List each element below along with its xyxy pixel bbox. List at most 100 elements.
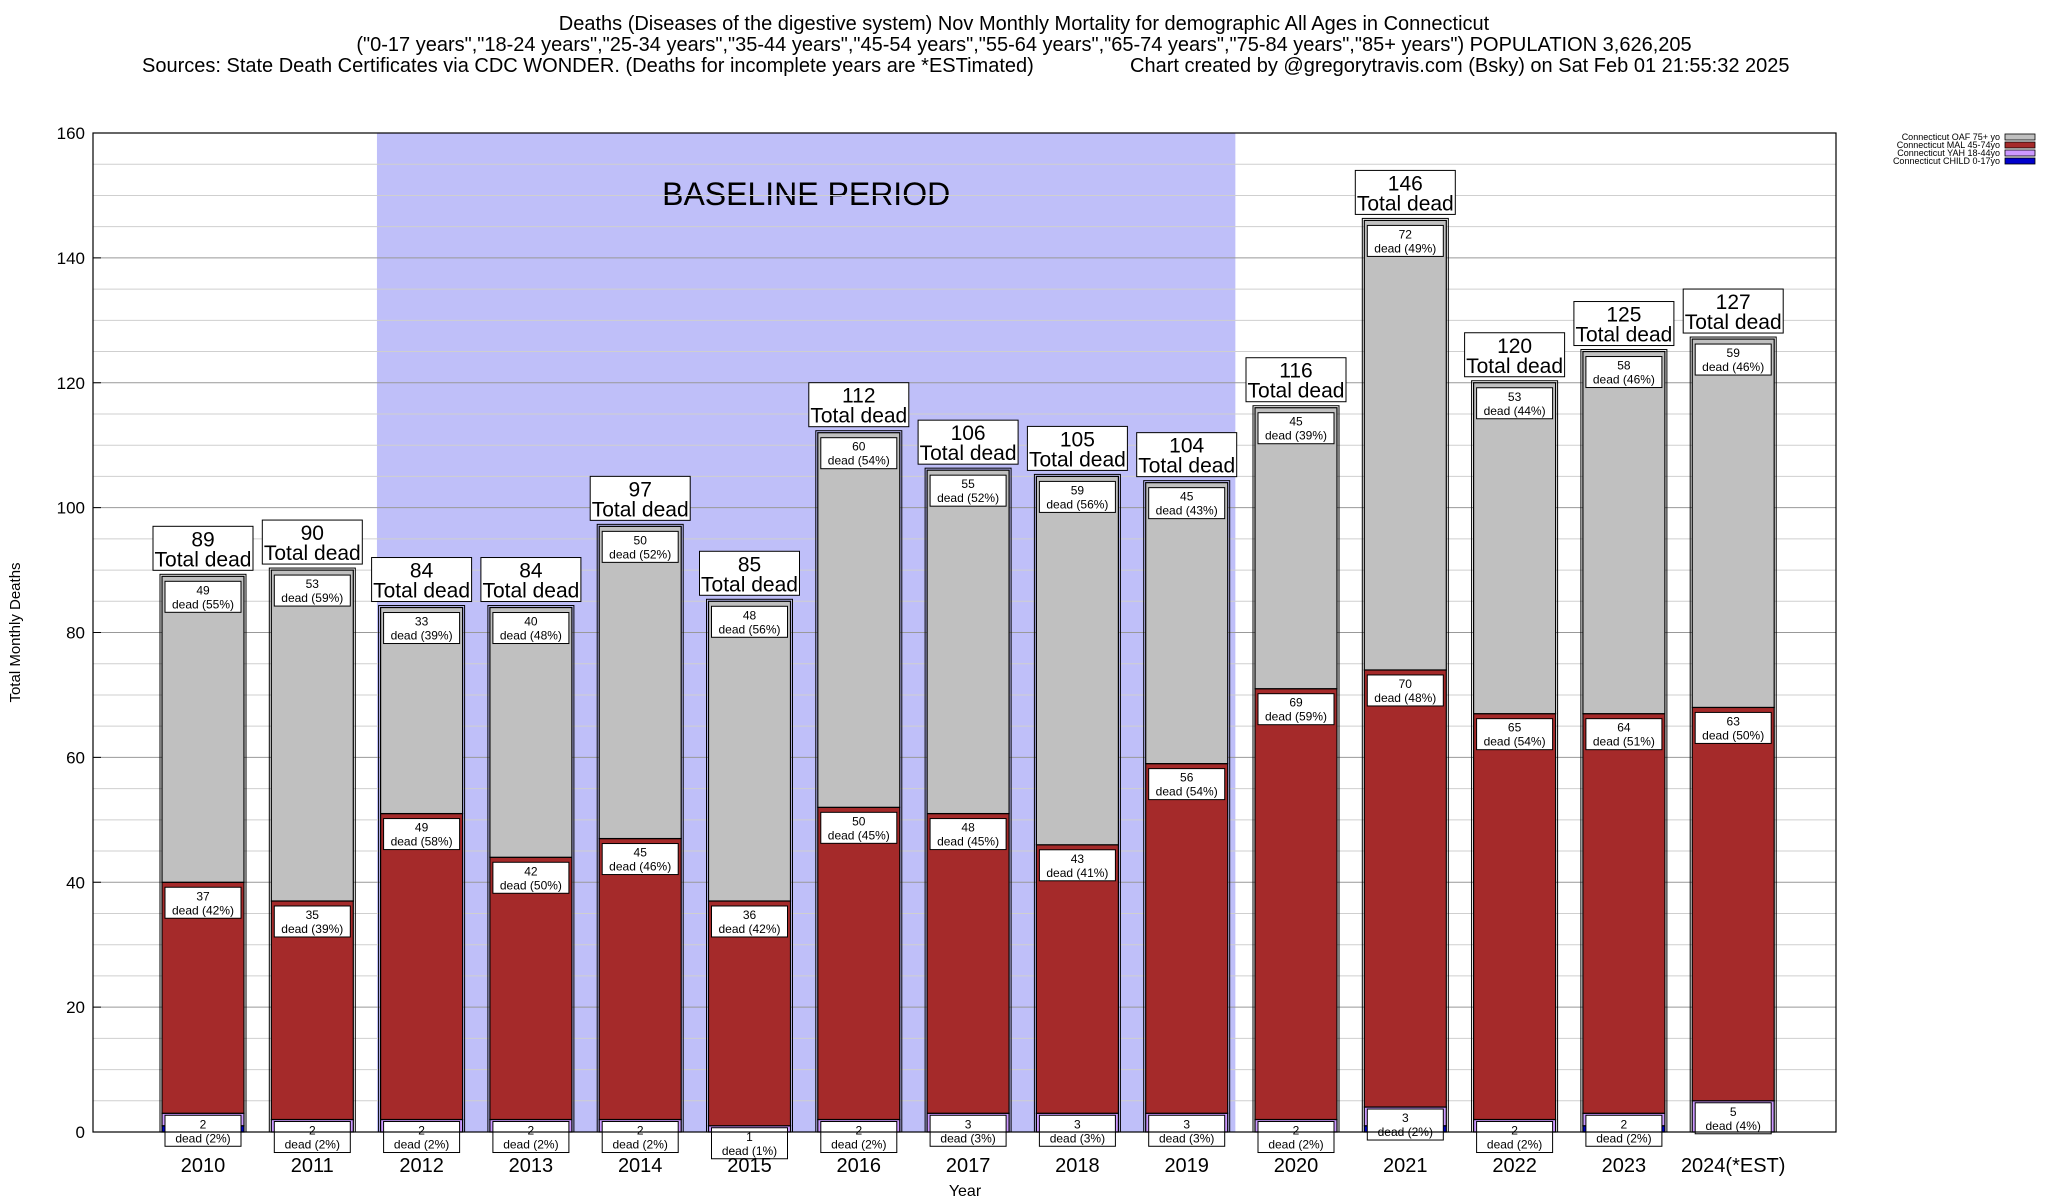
- data-label-box: [820, 811, 898, 844]
- data-label-mal: 45: [634, 846, 648, 860]
- bar-oaf: [1472, 382, 1557, 715]
- data-label-yah: dead (4%): [1706, 1119, 1761, 1133]
- data-label-oaf: 45: [1289, 415, 1303, 429]
- total-suffix: Total dead: [701, 573, 798, 596]
- total-suffix: Total dead: [1685, 311, 1782, 334]
- data-label-box: [383, 612, 461, 645]
- total-label-box: [589, 475, 691, 521]
- data-label-mal: 56: [1180, 771, 1194, 785]
- total-label-box: [1573, 301, 1675, 347]
- total-value: 127: [1716, 291, 1751, 314]
- data-label-box: [1694, 711, 1772, 744]
- bar-mal: [380, 812, 464, 1121]
- plot-frame: [92, 132, 1837, 1133]
- data-label-yah: dead (3%): [1159, 1131, 1214, 1145]
- data-label-yah: 2: [528, 1124, 535, 1138]
- data-label-mal: 48: [961, 821, 975, 835]
- data-label-mal: dead (41%): [1046, 866, 1108, 880]
- data-label-oaf: dead (39%): [1265, 429, 1327, 443]
- total-suffix: Total dead: [482, 580, 579, 603]
- data-label-mal: 42: [524, 864, 538, 878]
- data-label-box: [164, 886, 242, 919]
- data-label-box: [273, 1121, 351, 1154]
- bar-oaf: [1691, 338, 1775, 709]
- data-label-box: [1585, 718, 1663, 751]
- data-label-yah: 2: [1293, 1124, 1300, 1138]
- bar-oaf: [817, 432, 901, 808]
- total-label-box: [371, 557, 473, 603]
- data-label-box: [492, 1121, 570, 1154]
- total-value: 104: [1169, 435, 1204, 458]
- data-label-box: [1476, 718, 1554, 751]
- data-label-oaf: dead (55%): [172, 597, 234, 611]
- data-label-oaf: dead (52%): [609, 547, 671, 561]
- data-label-box: [492, 861, 570, 894]
- data-label-box: [1038, 1114, 1116, 1147]
- bar-mal: [1254, 688, 1338, 1121]
- y-tick-label: 120: [57, 374, 85, 393]
- data-label-box: [601, 1121, 679, 1154]
- data-label-box: [929, 818, 1007, 851]
- data-label-mal: dead (50%): [1702, 728, 1764, 742]
- total-value: 105: [1060, 428, 1095, 451]
- y-tick-label: 20: [66, 998, 85, 1017]
- data-label-box: [1366, 224, 1444, 257]
- bar-mal: [1691, 706, 1775, 1102]
- data-label-mal: 36: [743, 908, 757, 922]
- data-label-yah: dead (2%): [1268, 1138, 1323, 1152]
- total-value: 125: [1606, 304, 1641, 327]
- total-suffix: Total dead: [373, 580, 470, 603]
- bar-mal: [1145, 763, 1229, 1114]
- total-suffix: Total dead: [810, 405, 907, 428]
- legend-label: Connecticut OAF 75+ yo: [1902, 132, 2000, 142]
- data-label-oaf: 40: [524, 615, 538, 629]
- data-label-yah: 2: [855, 1124, 862, 1138]
- data-label-oaf: 72: [1399, 227, 1413, 241]
- data-label-box: [929, 1114, 1007, 1147]
- legend-swatch-yah: [2004, 149, 2036, 157]
- data-label-mal: dead (54%): [1156, 785, 1218, 799]
- x-tick-label: 2014: [618, 1155, 663, 1177]
- total-label-box: [1682, 288, 1784, 334]
- x-tick-label: 2016: [837, 1155, 882, 1177]
- data-label-box: [601, 843, 679, 876]
- x-axis-label: Year: [949, 1183, 982, 1200]
- bar-oaf: [1582, 350, 1666, 715]
- bar-oaf: [1254, 407, 1338, 690]
- total-suffix: Total dead: [1138, 455, 1235, 478]
- data-label-yah: 3: [965, 1117, 972, 1131]
- data-label-box: [1585, 356, 1663, 389]
- data-label-box: [1257, 693, 1335, 726]
- data-label-oaf: dead (48%): [500, 629, 562, 643]
- data-label-box: [1148, 487, 1226, 520]
- x-tick-label: 2018: [1055, 1155, 1100, 1177]
- x-tick-label: 2015: [727, 1155, 772, 1177]
- data-label-yah: dead (2%): [613, 1138, 668, 1152]
- data-label-mal: dead (45%): [828, 828, 890, 842]
- x-tick-label: 2013: [509, 1155, 554, 1177]
- data-label-box: [820, 1121, 898, 1154]
- legend-label: Connecticut MAL 45-74yo: [1897, 140, 2000, 150]
- data-label-oaf: 48: [743, 608, 757, 622]
- data-label-yah: 3: [1183, 1117, 1190, 1131]
- data-label-mal: 64: [1617, 721, 1631, 735]
- x-tick-label: 2023: [1602, 1155, 1647, 1177]
- data-label-yah: dead (2%): [1596, 1131, 1651, 1145]
- data-label-box: [1148, 1114, 1226, 1147]
- data-label-mal: dead (54%): [1484, 735, 1546, 749]
- data-label-mal: 43: [1071, 852, 1085, 866]
- total-value: 97: [629, 478, 652, 501]
- chart-credit: Chart created by @gregorytravis.com (Bsk…: [1130, 55, 1790, 77]
- data-label-box: [1257, 1121, 1335, 1154]
- data-label-oaf: dead (43%): [1156, 504, 1218, 518]
- total-label-box: [1136, 432, 1238, 478]
- bar-oaf: [598, 525, 682, 840]
- y-axis-label: Total Monthly Deaths: [7, 562, 24, 702]
- baseline-label: BASELINE PERIOD: [662, 176, 950, 212]
- data-label-mal: 50: [852, 814, 866, 828]
- x-tick-label: 2021: [1383, 1155, 1428, 1177]
- data-label-box: [1585, 1114, 1663, 1147]
- data-label-box: [1366, 674, 1444, 707]
- total-value: 89: [191, 528, 214, 551]
- data-label-yah: 1: [746, 1130, 753, 1144]
